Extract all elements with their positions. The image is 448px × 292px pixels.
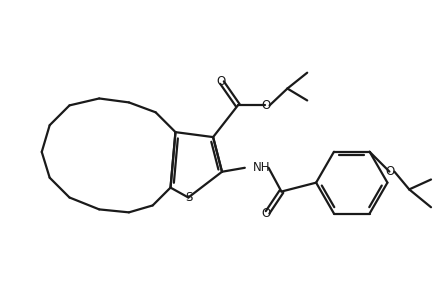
Text: O: O	[386, 165, 395, 178]
Text: O: O	[261, 207, 270, 220]
Text: NH: NH	[253, 161, 270, 174]
Text: O: O	[261, 99, 270, 112]
Text: O: O	[216, 75, 226, 88]
Text: S: S	[185, 191, 193, 204]
